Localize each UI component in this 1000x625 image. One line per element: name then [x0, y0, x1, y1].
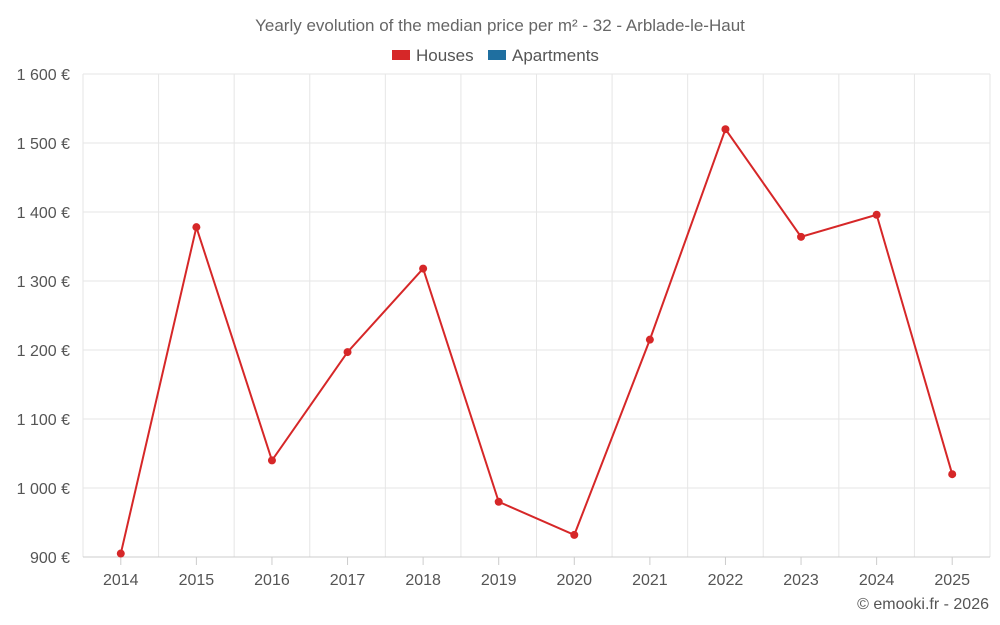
legend-label-apartments: Apartments [512, 46, 599, 65]
data-point-houses-2017[interactable] [343, 348, 352, 357]
legend-swatch-apartments [488, 50, 506, 60]
y-axis: 900 € 1 000 € 1 100 € 1 200 € 1 300 € 1 400 €… [17, 67, 70, 567]
y-tick-label: 1 500 € [17, 136, 70, 153]
chart-title: Yearly evolution of the median price per… [255, 16, 745, 35]
x-tick-label: 2015 [179, 572, 215, 589]
x-tick-label: 2024 [859, 572, 895, 589]
x-tick-label: 2023 [783, 572, 819, 589]
data-point-houses-2015[interactable] [192, 223, 201, 232]
data-point-houses-2021[interactable] [645, 335, 654, 344]
data-point-houses-2020[interactable] [570, 530, 579, 539]
x-tick-label: 2025 [934, 572, 970, 589]
data-point-houses-2014[interactable] [116, 549, 125, 558]
legend-label-houses: Houses [416, 46, 474, 65]
x-axis: 2014 2015 2016 2017 2018 2019 2020 2021 2022 2023… [83, 556, 990, 589]
grid [82, 73, 991, 557]
data-point-houses-2023[interactable] [797, 232, 806, 241]
y-tick-label: 900 € [30, 550, 70, 567]
x-tick-label: 2018 [405, 572, 441, 589]
x-tick-label: 2022 [708, 572, 744, 589]
legend-swatch-houses [392, 50, 410, 60]
data-point-houses-2018[interactable] [419, 264, 428, 273]
series-layer [116, 125, 957, 558]
y-tick-label: 1 600 € [17, 67, 70, 84]
y-tick-label: 1 000 € [17, 481, 70, 498]
data-point-houses-2025[interactable] [948, 470, 957, 479]
data-point-houses-2022[interactable] [721, 125, 730, 134]
legend: Houses Apartments [392, 46, 599, 65]
x-tick-label: 2021 [632, 572, 668, 589]
x-tick-label: 2017 [330, 572, 366, 589]
data-point-houses-2024[interactable] [872, 210, 881, 219]
data-point-houses-2019[interactable] [494, 497, 503, 506]
data-point-houses-2016[interactable] [267, 456, 276, 465]
y-tick-label: 1 300 € [17, 274, 70, 291]
x-tick-label: 2020 [556, 572, 592, 589]
series-line-houses [119, 127, 954, 554]
y-tick-label: 1 200 € [17, 343, 70, 360]
y-tick-label: 1 100 € [17, 412, 70, 429]
x-tick-label: 2016 [254, 572, 290, 589]
legend-item-apartments[interactable]: Apartments [488, 46, 599, 65]
credit-text[interactable]: © emooki.fr - 2026 [857, 596, 989, 613]
y-tick-label: 1 400 € [17, 205, 70, 222]
x-tick-label: 2019 [481, 572, 517, 589]
legend-item-houses[interactable]: Houses [392, 46, 474, 65]
x-tick-label: 2014 [103, 572, 139, 589]
